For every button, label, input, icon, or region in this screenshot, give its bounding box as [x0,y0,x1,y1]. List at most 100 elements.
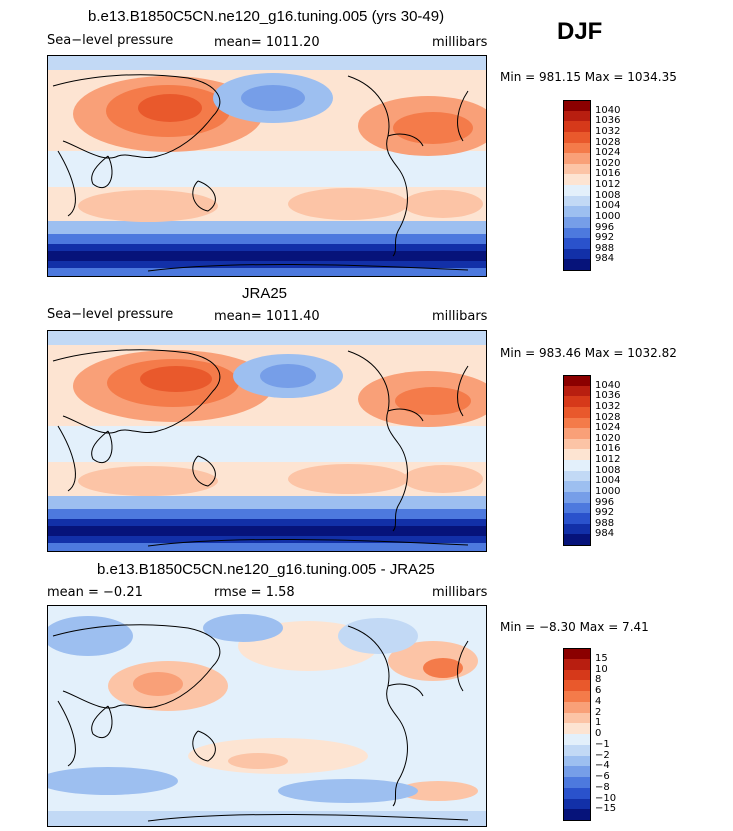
colorbar-label: 1 [595,717,602,729]
colorbar-label: −8 [595,781,610,793]
panel-1-mean-label: mean= 1011.20 [214,35,320,50]
colorbar-swatch [563,481,591,492]
panel-2-title: JRA25 [242,285,288,302]
colorbar-swatch [563,513,591,524]
panel-3-mean-label: mean = −0.21 [47,585,143,600]
colorbar-swatch [563,206,591,217]
colorbar-swatch [563,680,591,691]
colorbar-label: 1028 [595,411,621,423]
colorbar-label: −4 [595,760,610,772]
colorbar-label: −6 [595,771,610,782]
colorbar-label: 1036 [595,390,621,402]
colorbar-swatch [563,174,591,185]
colorbar-swatch [563,777,591,788]
panel-1-stats: Min = 981.15 Max = 1034.35 [500,70,677,84]
colorbar-label: 10 [595,663,608,675]
colorbar-label: 1000 [595,485,621,497]
colorbar-label: 988 [595,242,615,254]
colorbar-swatch [563,259,591,271]
colorbar-label: 988 [595,517,615,529]
colorbar-swatch [563,755,591,767]
colorbar-label: 992 [595,507,615,519]
colorbar-swatch [563,734,591,745]
colorbar-label: 1000 [595,210,621,222]
colorbar-swatch [563,163,591,175]
colorbar-label: 15 [595,652,608,664]
colorbar-label: 1036 [595,115,621,127]
colorbar-label: 0 [595,728,602,739]
colorbar-swatch [563,142,591,154]
colorbar-swatch [563,121,591,132]
colorbar-label: 1020 [595,432,621,444]
colorbar-swatch [563,248,591,260]
colorbar-label: 1016 [595,168,621,180]
colorbar-label: 996 [595,496,615,508]
colorbar-label: −15 [595,803,617,815]
colorbar-swatch [563,375,591,387]
panel-3-title: b.e13.B1850C5CN.ne120_g16.tuning.005 - J… [97,561,435,578]
colorbar-label: 1032 [595,400,621,412]
colorbar-label: 1024 [595,147,621,159]
colorbar-label: 4 [595,695,602,707]
colorbar-swatch [563,658,591,670]
colorbar-swatch [563,449,591,460]
colorbar-swatch [563,185,591,196]
colorbar-swatch [563,216,591,228]
panel-2-stats: Min = 983.46 Max = 1032.82 [500,346,677,360]
colorbar-label: 1008 [595,464,621,476]
colorbar-swatch [563,787,591,799]
panel-1-units-label: millibars [432,35,488,50]
colorbar-label: 1004 [595,475,621,487]
colorbar-swatch [563,438,591,450]
panel-1-colorbar: 1040 1036 1032 1028 1024 1020 1016 1012 1008 1004… [563,100,643,271]
colorbar-swatch [563,491,591,503]
colorbar-label: 1004 [595,200,621,212]
colorbar-swatch [563,417,591,429]
colorbar-label: 2 [595,706,602,718]
panel-2-map [47,330,487,552]
colorbar-label: 8 [595,674,602,686]
colorbar-swatch [563,691,591,702]
panel-3-map [47,605,487,827]
colorbar-label: 1040 [595,104,621,116]
colorbar-swatch [563,460,591,471]
colorbar-swatch [563,701,591,713]
colorbar-swatch [563,238,591,249]
colorbar-label: 984 [595,528,615,540]
colorbar-label: 1016 [595,443,621,455]
colorbar-swatch [563,100,591,112]
colorbar-swatch [563,406,591,418]
colorbar-swatch [563,385,591,397]
colorbar-label: 1028 [595,136,621,148]
colorbar-label: −10 [595,792,617,804]
colorbar-swatch [563,669,591,681]
colorbar-swatch [563,227,591,239]
colorbar-swatch [563,766,591,777]
colorbar-label: 1024 [595,422,621,434]
colorbar-label: −2 [595,749,610,761]
colorbar-swatch [563,809,591,821]
panel-1-map [47,55,487,277]
colorbar-label: 996 [595,221,615,233]
colorbar-label: −1 [595,738,610,750]
colorbar-label: 1012 [595,179,621,190]
colorbar-label: 1008 [595,189,621,201]
colorbar-label: 6 [595,685,602,696]
colorbar-swatch [563,744,591,756]
panel-2-mean-label: mean= 1011.40 [214,309,320,324]
colorbar-label: 984 [595,253,615,265]
colorbar-swatch [563,523,591,535]
season-label: DJF [557,18,603,45]
colorbar-swatch [563,131,591,143]
panel-1-title: b.e13.B1850C5CN.ne120_g16.tuning.005 (yr… [88,8,445,25]
colorbar-swatch [563,153,591,164]
colorbar-label: 992 [595,232,615,244]
panel-3-stats: Min = −8.30 Max = 7.41 [500,620,649,634]
colorbar-swatch [563,648,591,660]
panel-2-units-label: millibars [432,309,488,324]
colorbar-swatch [563,470,591,482]
colorbar-swatch [563,195,591,207]
colorbar-label: 1012 [595,454,621,465]
colorbar-swatch [563,723,591,734]
panel-3-units-label: millibars [432,585,488,600]
